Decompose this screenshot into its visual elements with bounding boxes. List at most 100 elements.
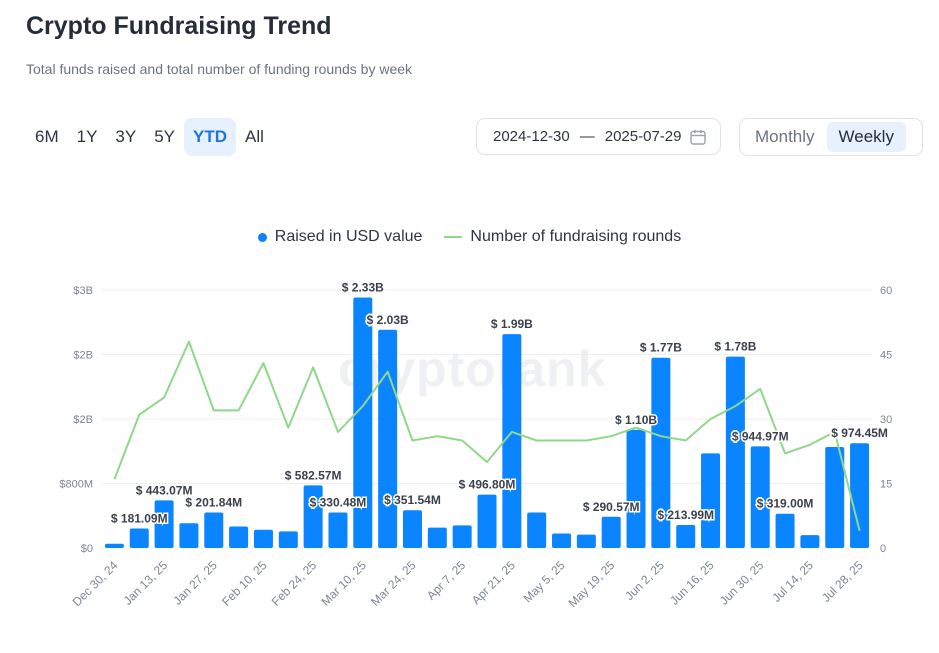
y-right-tick-label: 0 (880, 543, 886, 555)
range-all-button[interactable]: All (245, 127, 264, 146)
bar (601, 516, 621, 548)
interval-toggle: Monthly Weekly (739, 118, 923, 156)
bar-data-label: $ 443.07M (136, 483, 193, 497)
date-end: 2025-07-29 (604, 128, 682, 145)
y-right-tick-label: 15 (880, 479, 892, 491)
bar (576, 534, 596, 548)
x-tick-label: Jul 28, 25 (819, 558, 866, 605)
bar-data-label: $ 290.57M (583, 500, 640, 514)
bar (701, 453, 721, 548)
x-tick-label: Jun 30, 25 (717, 558, 767, 608)
y-left-tick-label: $0 (81, 543, 93, 555)
bar-data-label: $ 974.45M (831, 426, 888, 440)
monthly-button[interactable]: Monthly (755, 127, 815, 146)
bar (825, 446, 845, 548)
bar (104, 543, 124, 548)
legend-label-raised: Raised in USD value (274, 228, 423, 245)
calendar-icon[interactable] (689, 128, 707, 146)
x-tick-label: Feb 24, 25 (269, 558, 320, 609)
bar-data-label: $ 496.80M (459, 478, 516, 492)
bar (353, 297, 373, 548)
bar (651, 357, 671, 548)
bar (626, 429, 646, 548)
bar (676, 524, 696, 548)
range-5y-button[interactable]: 5Y (154, 127, 176, 146)
range-6m-button[interactable]: 6M (35, 127, 59, 146)
y-right-tick-label: 30 (880, 414, 892, 426)
bar (750, 446, 770, 548)
bar-data-label: $ 1.78B (714, 340, 756, 354)
bar-data-label: $ 1.10B (615, 413, 657, 427)
bar (725, 356, 745, 548)
date-range-picker[interactable]: 2024-12-30 — 2025-07-29 (476, 118, 721, 155)
bar (328, 512, 348, 548)
bar (452, 525, 472, 548)
y-left-tick-label: $3B (73, 285, 93, 297)
x-tick-label: Feb 10, 25 (219, 558, 270, 609)
x-tick-label: Jan 27, 25 (170, 558, 220, 608)
bar (502, 334, 522, 548)
x-tick-label: May 19, 25 (565, 558, 617, 610)
bar (527, 512, 547, 548)
chart-legend: Raised in USD value Number of fundraisin… (0, 228, 939, 246)
legend-line-icon (444, 236, 463, 238)
bar (775, 513, 795, 548)
bar-data-label: $ 1.77B (640, 341, 682, 355)
range-3y-button[interactable]: 3Y (115, 127, 137, 146)
x-tick-label: Jun 16, 25 (667, 558, 717, 608)
bar (253, 529, 273, 548)
y-left-tick-label: $800M (59, 479, 93, 491)
bar-data-label: $ 213.99M (657, 508, 714, 522)
y-right-tick-label: 45 (880, 350, 892, 362)
bar (477, 494, 497, 548)
page-subtitle: Total funds raised and total number of f… (26, 61, 413, 77)
bar (179, 523, 199, 548)
bar (427, 527, 447, 548)
bar (154, 500, 174, 548)
bar-data-label: $ 181.09M (111, 512, 168, 526)
legend-item-raised[interactable]: Raised in USD value (257, 228, 423, 246)
bar (129, 528, 149, 548)
bar-data-label: $ 330.48M (310, 495, 367, 509)
bar (303, 485, 323, 548)
range-selector: 6M 1Y 3Y 5Y YTD All (26, 118, 273, 156)
legend-item-rounds[interactable]: Number of fundraising rounds (444, 228, 681, 246)
bar-data-label: $ 944.97M (732, 429, 789, 443)
bar-data-label: $ 319.00M (757, 497, 814, 511)
bar-data-label: $ 2.03B (367, 313, 409, 327)
rounds-line (113, 340, 861, 532)
date-start: 2024-12-30 (493, 128, 570, 145)
range-ytd-button[interactable]: YTD (184, 118, 237, 156)
bar (800, 535, 820, 548)
x-tick-label: Mar 10, 25 (318, 558, 369, 609)
bar (204, 512, 224, 548)
bar (278, 531, 298, 548)
y-left-tick-label: $2B (73, 414, 93, 426)
bar-data-label: $ 582.57M (285, 468, 342, 482)
bar-data-label: $ 351.54M (384, 493, 441, 507)
date-separator: — (579, 128, 595, 145)
x-tick-label: Dec 30, 24 (70, 558, 121, 609)
bar (378, 329, 398, 548)
x-tick-label: Jun 2, 25 (622, 558, 667, 603)
bar-data-label: $ 201.84M (185, 496, 242, 510)
y-left-tick-label: $2B (73, 350, 93, 362)
page-title: Crypto Fundraising Trend (26, 12, 332, 40)
range-1y-button[interactable]: 1Y (76, 127, 98, 146)
weekly-button[interactable]: Weekly (826, 122, 906, 152)
x-tick-label: May 5, 25 (520, 558, 567, 605)
x-tick-label: Jul 14, 25 (769, 558, 816, 605)
y-right-tick-label: 60 (880, 285, 892, 297)
x-tick-label: Apr 21, 25 (469, 558, 518, 607)
x-tick-label: Mar 24, 25 (368, 558, 419, 609)
bar-data-label: $ 2.33B (342, 281, 384, 295)
x-tick-label: Apr 7, 25 (424, 558, 469, 603)
bar-data-label: $ 1.99B (491, 317, 533, 331)
bar (229, 526, 249, 548)
legend-dot-icon (257, 232, 267, 242)
bar (552, 533, 572, 548)
bar (402, 510, 422, 548)
bar (850, 443, 870, 548)
legend-label-rounds: Number of fundraising rounds (470, 228, 682, 245)
